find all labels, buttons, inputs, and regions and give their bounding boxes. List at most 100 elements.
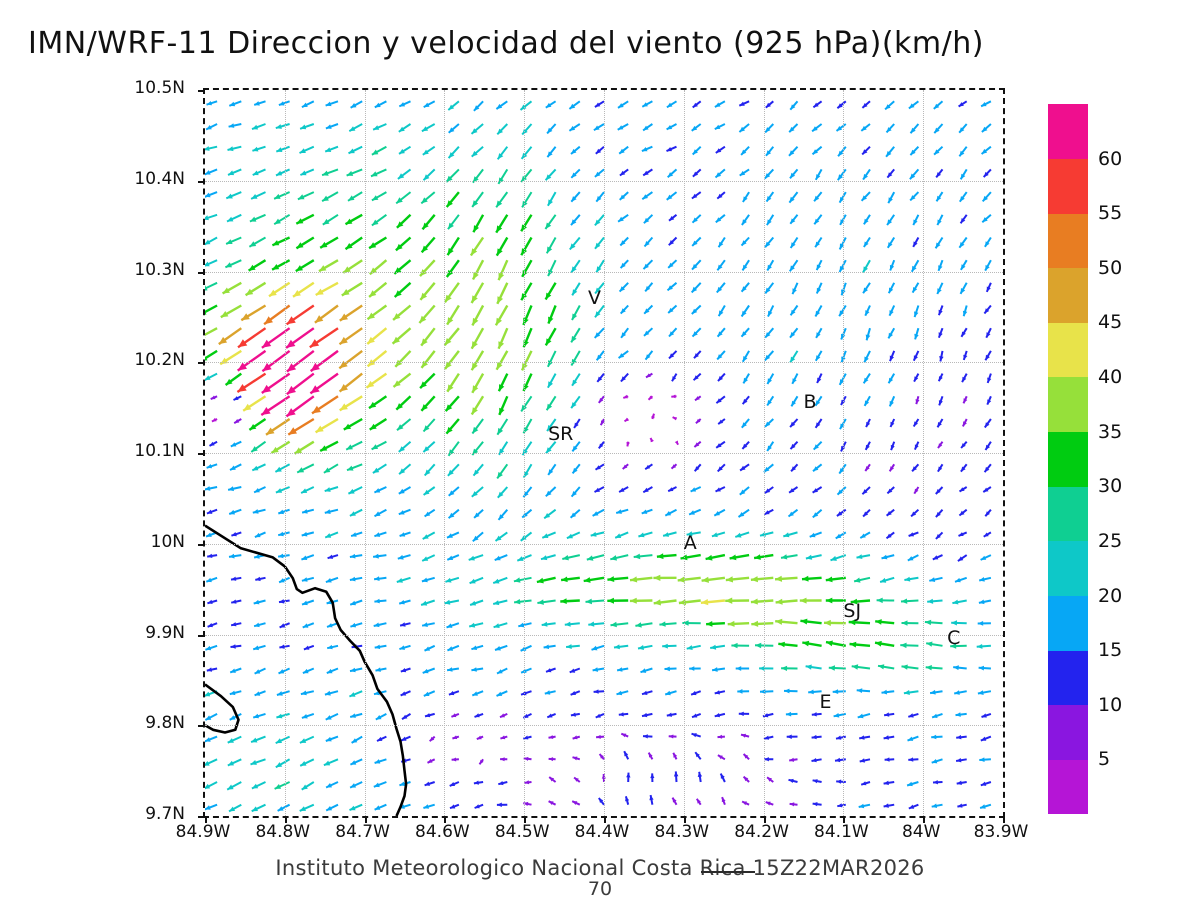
wind-arrow xyxy=(544,168,557,181)
wind-arrow xyxy=(618,350,629,359)
wind-arrow xyxy=(274,781,291,790)
wind-arrow xyxy=(571,463,581,475)
wind-arrow xyxy=(812,486,823,494)
wind-arrow xyxy=(879,576,895,583)
wind-arrow xyxy=(731,642,750,649)
wind-arrow xyxy=(740,733,750,738)
wind-arrow xyxy=(929,576,943,582)
wind-arrow xyxy=(640,667,653,674)
wind-arrow xyxy=(375,667,387,672)
wind-arrow xyxy=(629,597,653,604)
wind-arrow xyxy=(737,508,750,518)
wind-arrow xyxy=(725,576,750,583)
wind-arrow xyxy=(671,373,678,382)
wind-arrow xyxy=(541,531,556,539)
wind-arrow xyxy=(252,145,266,152)
wind-arrow xyxy=(887,282,896,294)
wind-arrow xyxy=(839,418,847,430)
wind-arrow xyxy=(836,486,847,496)
wind-arrow xyxy=(666,123,677,131)
wind-arrow xyxy=(472,463,484,477)
wind-arrow xyxy=(598,797,605,806)
wind-arrow xyxy=(626,772,631,783)
wind-arrow xyxy=(742,373,750,384)
wind-arrow xyxy=(741,800,750,806)
wind-arrow xyxy=(617,100,629,109)
wind-arrow xyxy=(812,100,823,109)
wind-arrow xyxy=(667,168,678,179)
wind-arrow xyxy=(568,100,581,110)
wind-arrow xyxy=(619,236,629,247)
wind-arrow xyxy=(937,373,944,382)
wind-arrow xyxy=(544,282,557,301)
wind-arrow xyxy=(741,418,750,429)
wind-arrow xyxy=(788,259,799,272)
wind-arrow xyxy=(789,304,799,316)
wind-arrow xyxy=(764,327,775,339)
wind-arrow xyxy=(643,304,654,315)
wind-arrow xyxy=(599,418,605,426)
wind-arrow xyxy=(717,418,726,425)
wind-arrow xyxy=(881,689,895,695)
wind-arrow xyxy=(342,259,363,274)
y-axis-tick xyxy=(198,180,205,183)
wind-arrow xyxy=(789,214,799,225)
wind-arrow xyxy=(205,213,218,221)
wind-arrow xyxy=(714,123,726,130)
wind-arrow xyxy=(830,554,847,562)
wind-arrow xyxy=(693,440,702,448)
wind-arrow xyxy=(374,508,387,518)
wind-arrow xyxy=(595,191,605,203)
wind-arrow xyxy=(250,735,266,744)
wind-arrow xyxy=(853,576,871,583)
wind-arrow xyxy=(473,508,484,519)
wind-arrow xyxy=(325,781,339,789)
wind-arrow xyxy=(373,781,387,788)
wind-arrow xyxy=(349,781,363,789)
wind-arrow xyxy=(293,440,315,455)
wind-arrow xyxy=(586,554,605,561)
wind-arrow xyxy=(885,531,895,540)
wind-arrow xyxy=(848,619,871,626)
wind-arrow xyxy=(979,803,992,809)
wind-arrow xyxy=(788,191,799,204)
wind-arrow xyxy=(301,712,315,719)
map-plot-clip xyxy=(205,90,1003,816)
wind-arrow xyxy=(686,644,701,650)
wind-arrow xyxy=(249,213,266,223)
wind-arrow xyxy=(764,168,775,180)
wind-arrow xyxy=(303,644,315,651)
wind-arrow xyxy=(233,418,242,424)
wind-arrow xyxy=(571,800,581,806)
wind-arrow xyxy=(716,282,726,294)
wind-arrow xyxy=(860,781,871,786)
wind-arrow xyxy=(622,463,629,470)
wind-arrow xyxy=(286,372,315,396)
wind-arrow xyxy=(678,599,701,606)
wind-arrow xyxy=(339,304,363,322)
wind-arrow xyxy=(642,486,653,494)
wind-arrow xyxy=(349,803,363,812)
colorbar-band xyxy=(1048,650,1088,706)
wind-arrow xyxy=(616,667,629,672)
wind-arrow xyxy=(664,690,677,696)
wind-arrow xyxy=(211,417,218,423)
wind-arrow xyxy=(327,554,339,560)
wind-arrow xyxy=(715,440,726,449)
wind-arrow xyxy=(620,372,629,383)
y-axis-tick xyxy=(198,453,205,455)
grid-line-horizontal xyxy=(205,725,1003,727)
wind-arrow xyxy=(471,259,485,281)
wind-arrow xyxy=(230,622,242,627)
wind-arrow xyxy=(205,803,218,811)
wind-arrow xyxy=(931,712,943,719)
wind-arrow xyxy=(546,123,557,135)
wind-arrow xyxy=(548,776,557,783)
wind-arrow xyxy=(874,640,895,647)
wind-arrow xyxy=(344,213,363,226)
wind-arrow xyxy=(885,123,895,134)
wind-arrow xyxy=(647,752,654,760)
wind-arrow xyxy=(814,418,823,429)
wind-arrow xyxy=(445,191,460,208)
wind-arrow xyxy=(422,145,436,156)
